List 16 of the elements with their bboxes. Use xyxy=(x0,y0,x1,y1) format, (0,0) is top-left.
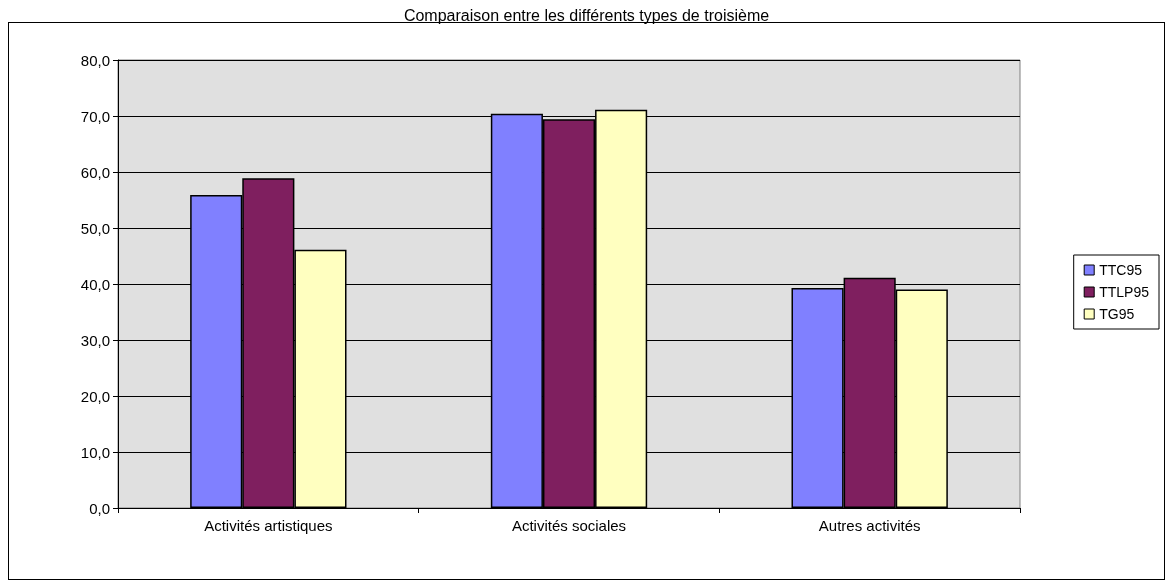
legend-label: TTC95 xyxy=(1099,262,1143,278)
x-tick-label: Activités sociales xyxy=(511,517,627,534)
y-tick-label: 40,0 xyxy=(80,275,110,293)
y-tick-label: 10,0 xyxy=(80,443,110,461)
y-tick-label: 80,0 xyxy=(80,51,110,69)
y-tick-label: 50,0 xyxy=(80,219,110,237)
x-tick-label: Autres activités xyxy=(818,517,921,534)
y-tick-label: 70,0 xyxy=(80,107,110,125)
y-tick-label: 0,0 xyxy=(89,499,110,517)
y-tick-label: 60,0 xyxy=(80,163,110,181)
legend-label: TG95 xyxy=(1099,306,1135,322)
x-tick-label: Activités artistiques xyxy=(204,517,333,534)
y-tick-label: 30,0 xyxy=(80,331,110,349)
chart-title: Comparaison entre les différents types de troisième xyxy=(403,6,770,24)
y-tick-label: 20,0 xyxy=(80,387,110,405)
legend-label: TTLP95 xyxy=(1099,284,1150,300)
